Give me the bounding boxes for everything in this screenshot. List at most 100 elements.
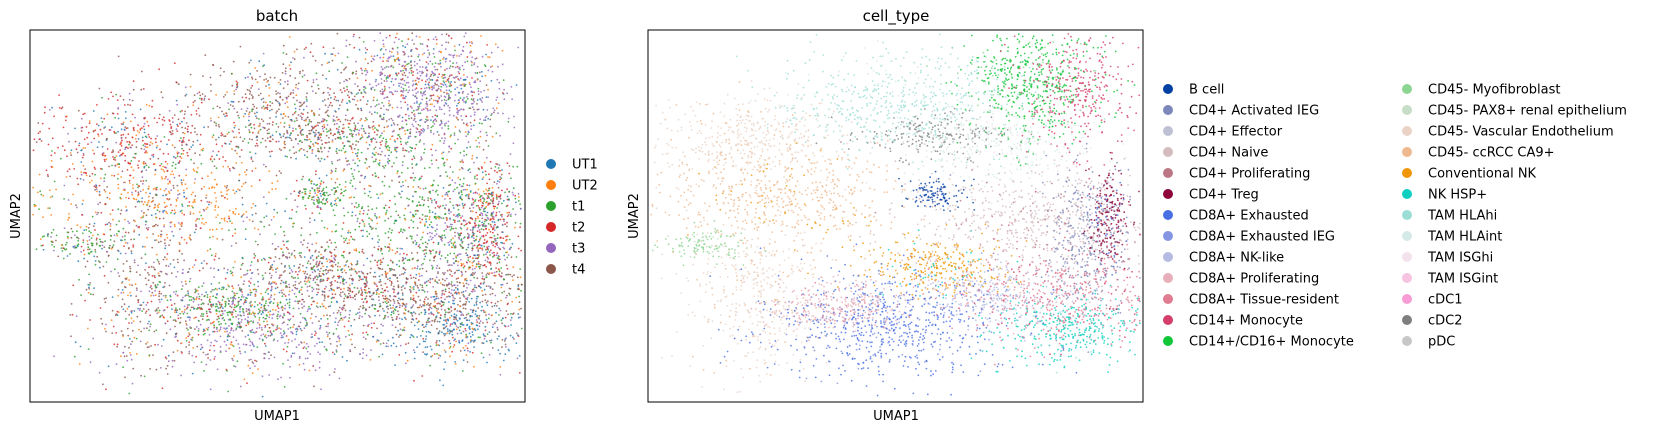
legend-label-cd8a-tissue-resident: CD8A+ Tissue-resident [1189, 293, 1339, 308]
legend-marker-cd8a-tissue-resident [1163, 294, 1173, 304]
legend-marker-t1 [546, 201, 556, 211]
legend-marker-tam-hlaint [1402, 231, 1412, 241]
legend-marker-cd45-myofibroblast [1402, 84, 1412, 94]
legend-label-cd4-activated-ieg: CD4+ Activated IEG [1189, 104, 1319, 119]
legend-marker-pdc [1402, 336, 1412, 346]
batch-legend: UT1 UT2 t1 t2 t3 t4 [546, 158, 598, 278]
legend-label-b-cell: B cell [1189, 83, 1224, 98]
batch-title: batch [256, 7, 298, 25]
legend-label-cd14-cd16-monocyte: CD14+/CD16+ Monocyte [1189, 335, 1354, 350]
legend-item-cd8a-exhausted-ieg: CD8A+ Exhausted IEG [1163, 230, 1335, 245]
legend-item-tam-hlaint: TAM HLAint [1402, 230, 1502, 245]
legend-marker-conventional-nk [1402, 168, 1412, 178]
legend-marker-cd45-ccrcc-ca9 [1402, 147, 1412, 157]
legend-item-cd45-pax8-renal-epithelium: CD45- PAX8+ renal epithelium [1402, 104, 1627, 119]
legend-marker-nk-hsp [1402, 189, 1412, 199]
cell-type-scatter-points [650, 33, 1141, 397]
legend-label-cd4-naive: CD4+ Naive [1189, 146, 1268, 161]
legend-item-nk-hsp: NK HSP+ [1402, 188, 1487, 203]
legend-marker-cd8a-proliferating [1163, 273, 1173, 283]
legend-label-tam-hlahi: TAM HLAhi [1427, 209, 1497, 224]
legend-label-conventional-nk: Conventional NK [1428, 167, 1537, 182]
legend-label-pdc: pDC [1428, 335, 1455, 350]
legend-label-t1: t1 [572, 200, 585, 215]
legend-marker-t2 [546, 222, 556, 232]
legend-item-b-cell: B cell [1163, 83, 1224, 98]
legend-label-cd45-myofibroblast: CD45- Myofibroblast [1428, 83, 1560, 98]
legend-marker-cd8a-nk-like [1163, 252, 1173, 262]
legend-item-t4: t4 [546, 263, 585, 278]
legend-label-cd8a-exhausted: CD8A+ Exhausted [1189, 209, 1309, 224]
legend-marker-cd8a-exhausted-ieg [1163, 231, 1173, 241]
legend-item-tam-isgint: TAM ISGint [1402, 272, 1498, 287]
legend-item-cd45-ccrcc-ca9: CD45- ccRCC CA9+ [1402, 146, 1555, 161]
legend-label-cd14-monocyte: CD14+ Monocyte [1189, 314, 1303, 329]
batch-x-axis-label: UMAP1 [254, 409, 300, 424]
legend-item-cd8a-tissue-resident: CD8A+ Tissue-resident [1163, 293, 1339, 308]
legend-label-cdc1: cDC1 [1428, 293, 1463, 308]
legend-label-ut1: UT1 [572, 158, 598, 173]
legend-marker-tam-isgint [1402, 273, 1412, 283]
legend-marker-cd45-vascular-endothelium [1402, 126, 1412, 136]
legend-item-cd4-treg: CD4+ Treg [1163, 188, 1259, 203]
legend-item-cd8a-proliferating: CD8A+ Proliferating [1163, 272, 1319, 287]
legend-label-tam-isghi: TAM ISGhi [1427, 251, 1493, 266]
cell-type-x-axis-label: UMAP1 [873, 409, 919, 424]
legend-marker-cd4-naive [1163, 147, 1173, 157]
legend-item-t3: t3 [546, 242, 585, 257]
legend-label-t4: t4 [572, 263, 585, 278]
legend-marker-ut1 [546, 159, 556, 169]
batch-y-axis-label: UMAP2 [9, 193, 24, 239]
cell-type-legend: B cell CD4+ Activated IEG CD4+ Effector CD4… [1163, 83, 1627, 350]
legend-item-t2: t2 [546, 221, 585, 236]
legend-marker-ut2 [546, 180, 556, 190]
legend-label-cd4-effector: CD4+ Effector [1189, 125, 1283, 140]
legend-marker-cd4-effector [1163, 126, 1173, 136]
legend-label-cd45-ccrcc-ca9: CD45- ccRCC CA9+ [1428, 146, 1555, 161]
legend-label-cdc2: cDC2 [1428, 314, 1463, 329]
legend-marker-tam-hlahi [1402, 210, 1412, 220]
legend-label-cd4-treg: CD4+ Treg [1189, 188, 1259, 203]
panel-cell-type: cell_type UMAP1 UMAP2 B cell CD4+ Activat… [627, 7, 1627, 424]
legend-item-cd4-naive: CD4+ Naive [1163, 146, 1268, 161]
legend-label-tam-isgint: TAM ISGint [1427, 272, 1498, 287]
legend-item-cd14-monocyte: CD14+ Monocyte [1163, 314, 1303, 329]
legend-item-pdc: pDC [1402, 335, 1455, 350]
legend-item-cd45-myofibroblast: CD45- Myofibroblast [1402, 83, 1560, 98]
legend-marker-cd4-proliferating [1163, 168, 1173, 178]
legend-item-ut2: UT2 [546, 179, 598, 194]
legend-marker-b-cell [1163, 84, 1173, 94]
cell-type-plot-frame [647, 29, 1144, 403]
legend-marker-cd14-monocyte [1163, 315, 1173, 325]
legend-item-cd8a-exhausted: CD8A+ Exhausted [1163, 209, 1309, 224]
legend-item-t1: t1 [546, 200, 585, 215]
legend-label-cd45-pax8-renal-epithelium: CD45- PAX8+ renal epithelium [1428, 104, 1627, 119]
cell-type-title: cell_type [863, 7, 930, 26]
legend-marker-t4 [546, 264, 556, 274]
legend-marker-cd4-activated-ieg [1163, 105, 1173, 115]
legend-item-cd4-activated-ieg: CD4+ Activated IEG [1163, 104, 1319, 119]
legend-item-cd4-proliferating: CD4+ Proliferating [1163, 167, 1310, 182]
legend-label-cd4-proliferating: CD4+ Proliferating [1189, 167, 1310, 182]
legend-marker-cd8a-exhausted [1163, 210, 1173, 220]
legend-label-ut2: UT2 [572, 179, 598, 194]
legend-marker-cdc2 [1402, 315, 1412, 325]
legend-label-cd8a-exhausted-ieg: CD8A+ Exhausted IEG [1189, 230, 1335, 245]
legend-label-t3: t3 [572, 242, 585, 257]
legend-marker-tam-isghi [1402, 252, 1412, 262]
batch-plot-frame [29, 29, 526, 403]
legend-item-cdc1: cDC1 [1402, 293, 1463, 308]
legend-label-nk-hsp: NK HSP+ [1428, 188, 1487, 203]
legend-item-tam-hlahi: TAM HLAhi [1402, 209, 1497, 224]
legend-item-cd4-effector: CD4+ Effector [1163, 125, 1283, 140]
legend-marker-cd4-treg [1163, 189, 1173, 199]
legend-label-t2: t2 [572, 221, 585, 236]
legend-item-tam-isghi: TAM ISGhi [1402, 251, 1493, 266]
legend-marker-t3 [546, 243, 556, 253]
legend-label-cd8a-nk-like: CD8A+ NK-like [1189, 251, 1284, 266]
legend-label-cd8a-proliferating: CD8A+ Proliferating [1189, 272, 1319, 287]
legend-marker-cd45-pax8-renal-epithelium [1402, 105, 1412, 115]
legend-item-conventional-nk: Conventional NK [1402, 167, 1537, 182]
legend-item-cd14-cd16-monocyte: CD14+/CD16+ Monocyte [1163, 335, 1354, 350]
